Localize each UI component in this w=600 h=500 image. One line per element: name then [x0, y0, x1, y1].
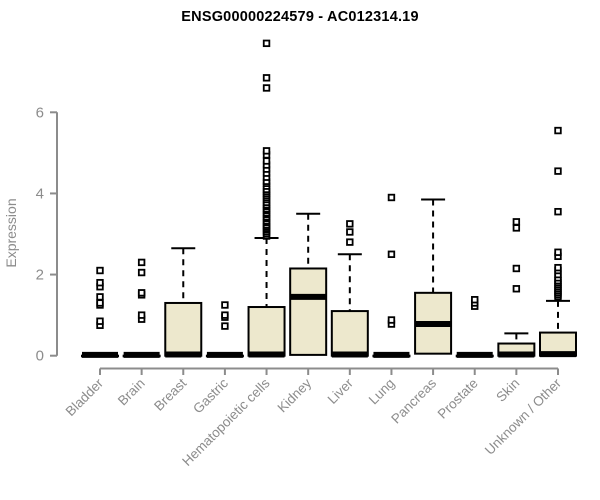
outlier-point	[346, 238, 354, 246]
outlier-point	[471, 296, 479, 304]
box-group	[247, 39, 286, 358]
outlier-point	[262, 157, 271, 165]
x-tick-label: Pancreas	[388, 375, 439, 426]
box-rect	[289, 267, 328, 356]
x-tick-label: Liver	[325, 375, 357, 407]
outlier-point	[221, 301, 229, 309]
outlier-point	[554, 263, 562, 272]
outlier-point	[96, 278, 104, 287]
x-tick-label: Prostate	[435, 376, 481, 422]
box-rect	[164, 301, 203, 357]
outlier-point	[137, 268, 146, 277]
outlier-point	[346, 220, 354, 228]
box-group	[289, 212, 328, 356]
outlier-point	[387, 193, 396, 202]
outlier-point	[96, 317, 104, 325]
outlier-point	[221, 311, 229, 319]
box-group	[497, 218, 536, 358]
outlier-point	[137, 289, 146, 297]
outlier-point	[96, 266, 104, 275]
chart-title: ENSG00000224579 - AC012314.19	[181, 9, 419, 25]
outlier-point	[512, 285, 521, 293]
box-rect	[330, 310, 369, 357]
outlier-point	[512, 224, 521, 232]
outlier-point	[137, 258, 146, 267]
y-tick-label: 0	[36, 348, 44, 365]
outlier-point	[554, 126, 562, 135]
box-group	[81, 266, 119, 358]
box-group	[205, 301, 244, 358]
y-axis: 0 2 4 6	[36, 104, 58, 365]
outlier-point	[262, 84, 271, 92]
box-group	[538, 126, 577, 358]
box-group	[122, 258, 161, 358]
outlier-point	[554, 207, 562, 216]
y-tick-label: 4	[36, 185, 44, 202]
y-tick-label: 6	[36, 104, 44, 121]
x-tick-label: Brain	[115, 376, 148, 409]
outlier-point	[387, 316, 396, 324]
x-tick-label: Skin	[493, 376, 522, 405]
outlier-point	[346, 228, 354, 236]
outlier-point	[512, 218, 521, 226]
box-group	[372, 193, 411, 358]
box-group	[414, 198, 453, 355]
box-group	[164, 247, 203, 358]
x-tick-label: Bladder	[63, 375, 107, 419]
outlier-point	[554, 167, 562, 175]
outlier-point	[262, 74, 271, 82]
outlier-point	[262, 39, 271, 48]
box-group	[330, 220, 369, 358]
x-tick-label: Gastric	[190, 375, 231, 416]
box-group	[455, 296, 494, 358]
outlier-point	[137, 311, 146, 319]
x-tick-label: Kidney	[275, 375, 315, 415]
outlier-point	[221, 322, 229, 330]
outlier-point	[96, 299, 104, 307]
outlier-point	[512, 264, 521, 273]
box-rect	[247, 306, 286, 357]
outlier-point	[262, 147, 271, 155]
y-tick-label: 2	[36, 267, 44, 284]
x-tick-label: Breast	[151, 375, 189, 413]
x-tick-label: Unknown / Other	[482, 375, 565, 458]
outlier-point	[387, 250, 396, 258]
x-tick-label: Lung	[366, 376, 398, 408]
outlier-point	[96, 293, 104, 301]
outlier-point	[554, 248, 562, 256]
